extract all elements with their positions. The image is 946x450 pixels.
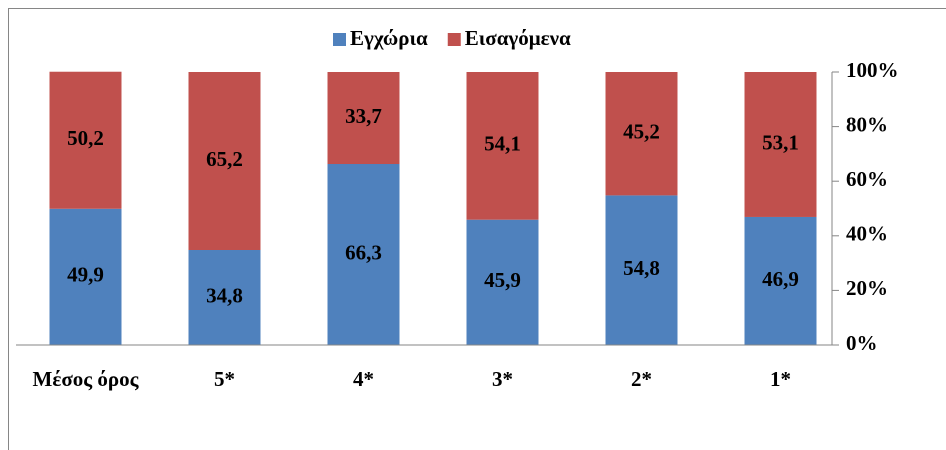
bar-segment <box>466 72 539 220</box>
data-label: 54,1 <box>484 132 521 156</box>
data-label: 45,2 <box>623 120 660 144</box>
legend-swatch <box>447 33 461 46</box>
bar-segment <box>744 72 817 217</box>
x-tick-label: 1* <box>770 367 791 391</box>
data-label: 34,8 <box>206 283 243 307</box>
data-label: 33,7 <box>345 104 382 128</box>
data-label: 46,9 <box>762 267 799 291</box>
y-tick-label: 20% <box>846 276 888 300</box>
bar-segment <box>188 249 261 345</box>
data-label: 53,1 <box>762 130 799 154</box>
x-tick-label: 3* <box>492 367 513 391</box>
x-tick-label: Μέσος όρος <box>33 367 140 391</box>
bar-segment <box>327 164 400 345</box>
data-label: 66,3 <box>345 240 382 264</box>
x-tick-label: 5* <box>214 367 235 391</box>
bar-segment <box>744 216 817 345</box>
legend-label: Εγχώρια <box>350 26 428 50</box>
y-tick-label: 60% <box>846 167 888 191</box>
data-label: 54,8 <box>623 256 660 280</box>
legend-swatch <box>333 33 346 46</box>
chart-frame <box>8 8 946 450</box>
bar-segment <box>605 195 678 345</box>
data-label: 50,2 <box>67 126 104 150</box>
x-tick-label: 2* <box>631 367 652 391</box>
y-tick-label: 100% <box>846 58 899 82</box>
bar-segment <box>49 208 122 345</box>
y-tick-label: 40% <box>846 222 888 246</box>
bar-segment <box>327 72 400 165</box>
bar-segment <box>605 72 678 196</box>
bar-segment <box>466 219 539 345</box>
bar-segment <box>49 71 122 209</box>
data-label: 65,2 <box>206 147 243 171</box>
bar-segment <box>188 72 261 250</box>
legend-label: Εισαγόμενα <box>465 26 571 50</box>
y-tick-label: 80% <box>846 112 888 136</box>
x-tick-label: 4* <box>353 367 374 391</box>
data-label: 49,9 <box>67 263 104 287</box>
data-label: 45,9 <box>484 268 521 292</box>
y-tick-label: 0% <box>846 331 878 355</box>
